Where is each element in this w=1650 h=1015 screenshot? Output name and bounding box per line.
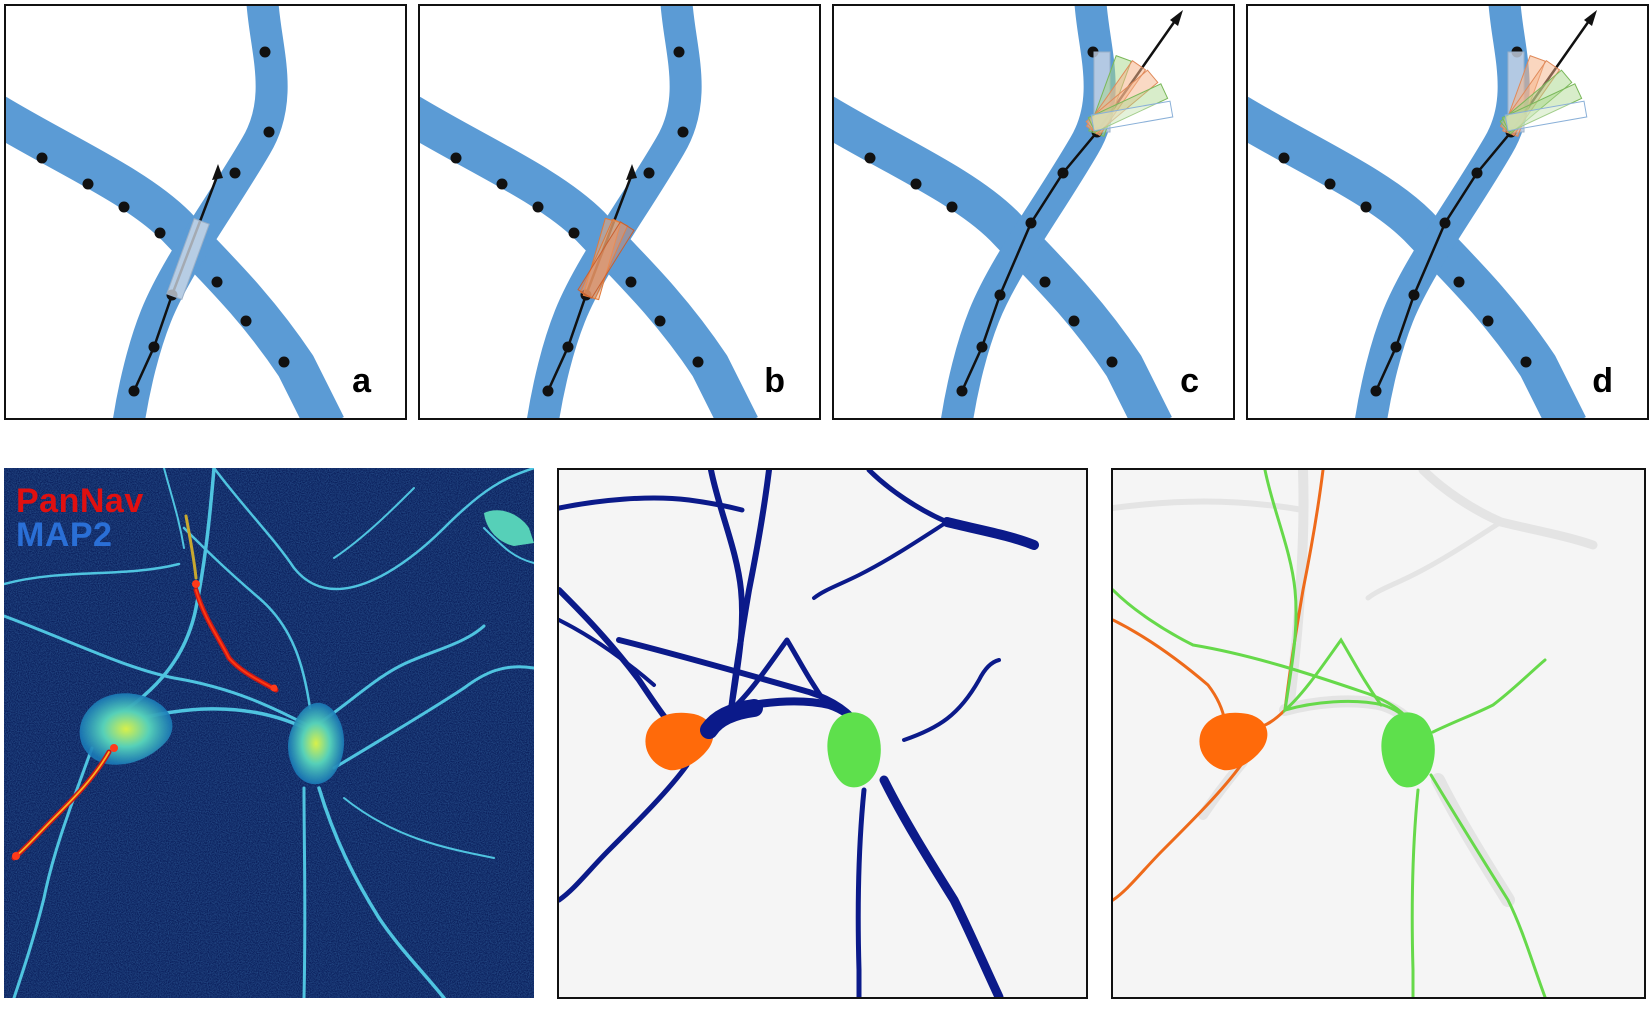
tracing-schematic-c <box>834 6 1183 418</box>
seed-points <box>450 46 704 397</box>
neurite-left <box>420 96 758 418</box>
candidate-windows <box>1085 51 1174 137</box>
schematic-panel-a: a <box>4 4 407 420</box>
schematic-panel-b: b <box>418 4 821 420</box>
direction-arrowhead <box>1170 10 1183 26</box>
soma-green <box>1381 712 1435 788</box>
soma-green <box>827 712 881 788</box>
soma-orange <box>1199 712 1268 771</box>
direction-arrowhead <box>212 164 223 180</box>
stain-label-pannav: PanNav <box>16 482 144 520</box>
neurite-left <box>1248 96 1586 418</box>
tracing-result-panel <box>1111 468 1646 999</box>
tracing-schematic-a <box>6 6 344 418</box>
panel-letter-a: a <box>352 362 371 400</box>
segmentation-panel <box>557 468 1088 999</box>
neurite-left <box>834 96 1172 418</box>
panel-letter-d: d <box>1592 362 1613 400</box>
tracing-schematic-b <box>420 6 758 418</box>
candidate-windows <box>577 217 635 301</box>
bright-puncta <box>12 580 278 860</box>
direction-arrowhead <box>1584 10 1597 26</box>
green-traces <box>1113 470 1547 997</box>
seed-points <box>36 46 290 397</box>
tracing-schematic-d <box>1248 6 1597 418</box>
stain-label-map2: MAP2 <box>16 516 113 554</box>
panel-letter-c: c <box>1180 362 1199 400</box>
neurite-left <box>6 96 344 418</box>
panel-letter-b: b <box>764 362 785 400</box>
schematic-panel-c: c <box>832 4 1235 420</box>
segmentation-mask <box>559 470 1086 997</box>
soma-orange <box>645 712 714 771</box>
pannav-axon-segments <box>11 514 279 861</box>
direction-arrowhead <box>626 164 637 180</box>
schematic-panel-d: d <box>1246 4 1649 420</box>
map2-somata <box>79 510 534 785</box>
fluorescence-micrograph: PanNav MAP2 <box>4 468 534 998</box>
tracing-result <box>1113 470 1644 997</box>
candidate-windows <box>1499 51 1588 137</box>
mask-bridge <box>700 699 763 739</box>
neurite-mask <box>559 470 1039 997</box>
search-window <box>166 218 210 300</box>
micrograph-image <box>4 468 534 998</box>
